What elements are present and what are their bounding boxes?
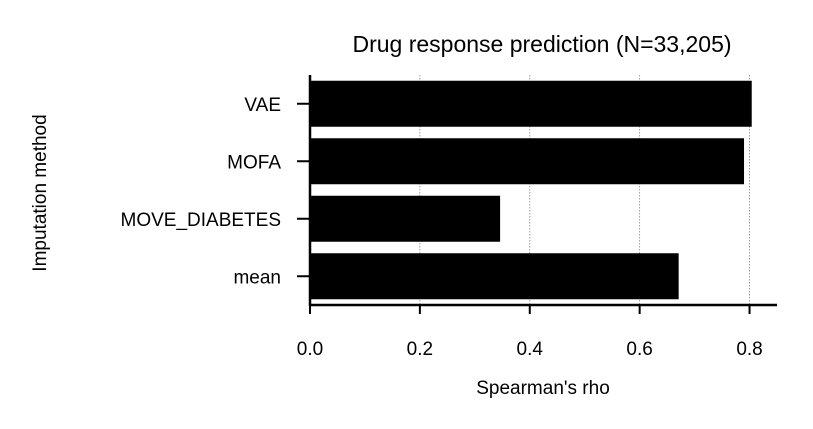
bar-move-diabetes [310, 195, 501, 242]
y-tick-label: VAE [244, 95, 281, 116]
bar-vae [310, 80, 752, 127]
y-tick-label: MOVE_DIABETES [121, 210, 282, 231]
x-axis-ticks: 0.0 0.2 0.4 0.6 0.8 [297, 305, 763, 360]
chart-title: Drug response prediction (N=33,205) [352, 31, 731, 57]
x-gridlines [419, 75, 750, 305]
bar-mean [310, 253, 679, 300]
y-tick-label: mean [233, 267, 281, 288]
bar-mofa [310, 138, 745, 185]
y-axis-label: Imputation method [30, 114, 51, 271]
x-tick-label: 0.8 [736, 339, 762, 360]
x-tick-label: 0.4 [517, 339, 544, 360]
x-tick-label: 0.0 [297, 339, 323, 360]
x-tick-label: 0.6 [626, 339, 652, 360]
x-tick-label: 0.2 [407, 339, 433, 360]
x-axis-label: Spearman's rho [476, 378, 610, 399]
bars [310, 80, 752, 300]
y-tick-label: MOFA [227, 152, 281, 173]
